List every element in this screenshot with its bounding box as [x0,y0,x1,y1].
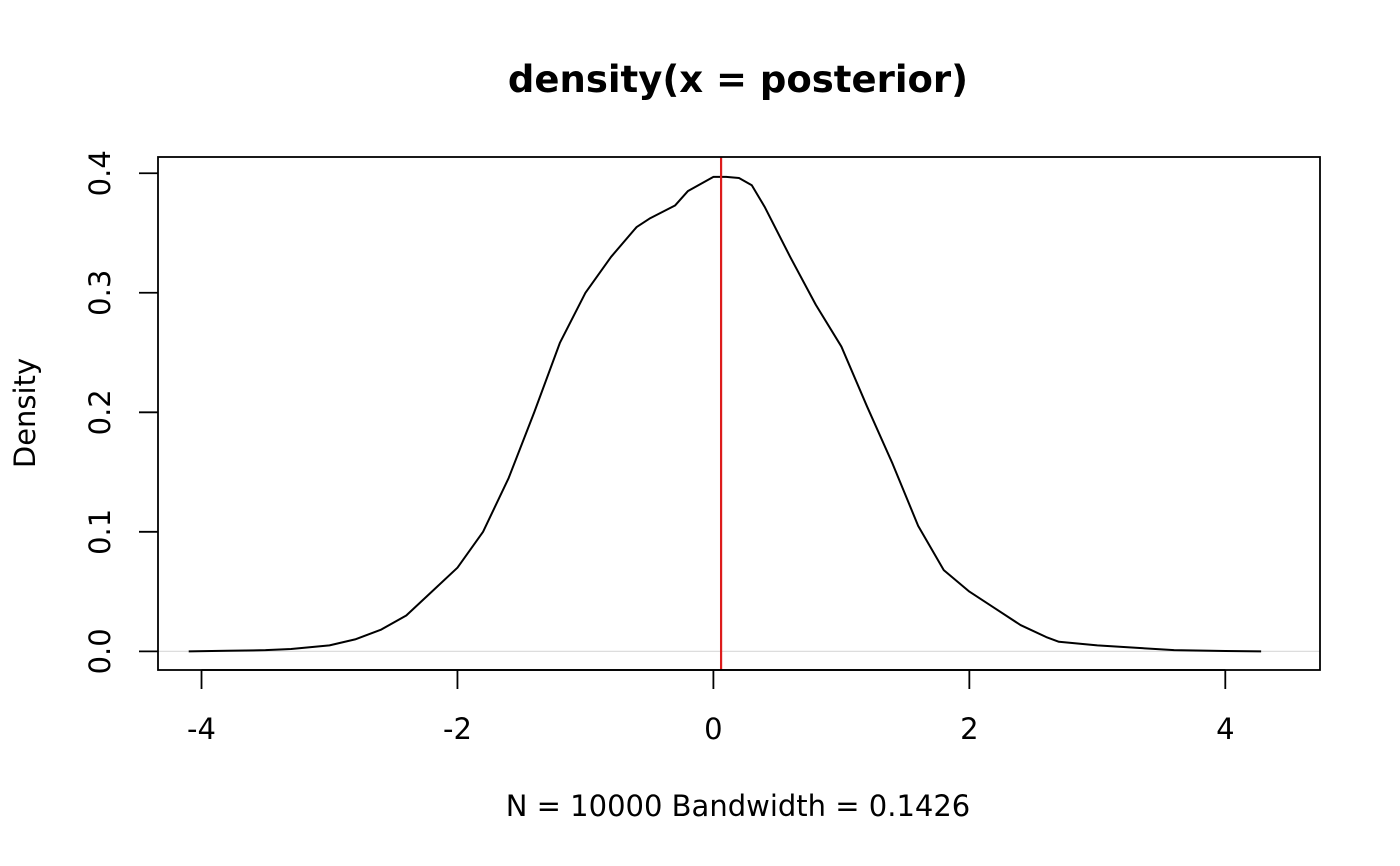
density-curve [188,175,1262,653]
y-tick-label: 0.4 [83,150,117,196]
y-tick-label: 0.0 [83,628,117,674]
x-tick-label: -2 [443,712,472,746]
y-tick-label: 0.1 [83,509,117,555]
y-tick-label: 0.2 [83,389,117,435]
x-tick-label: 0 [704,712,722,746]
y-tick-label: 0.3 [83,270,117,316]
plot-area: -4 -2 0 2 4 0.0 0.1 0.2 0.3 0.4 [83,150,1321,746]
x-axis-label: N = 10000 Bandwidth = 0.1426 [506,789,971,823]
x-tick-label: 4 [1216,712,1234,746]
chart-title: density(x = posterior) [508,58,968,101]
plot-frame [157,156,1321,671]
x-tick-label: 2 [960,712,978,746]
x-tick-label: -4 [187,712,216,746]
y-axis-label: Density [8,358,42,468]
